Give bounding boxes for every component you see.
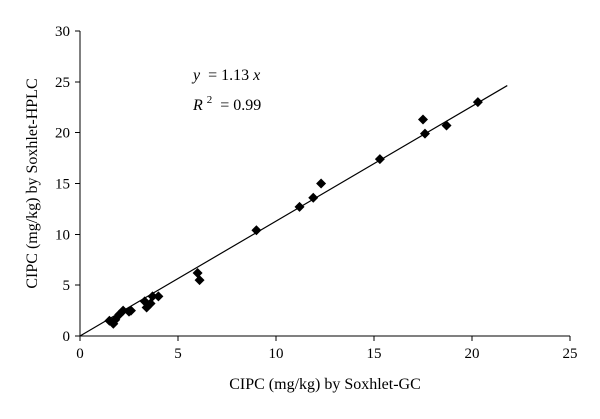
equation-rhs: = 1.13 <box>208 67 249 84</box>
data-point-11 <box>153 291 164 302</box>
r2-value: = 0.99 <box>220 97 261 114</box>
equation-lhs: y <box>191 67 201 84</box>
x-tick-label: 5 <box>174 346 182 362</box>
x-tick-label: 20 <box>465 346 480 362</box>
data-point-16 <box>308 192 319 203</box>
data-points <box>104 97 483 329</box>
data-point-22 <box>472 97 483 108</box>
data-point-21 <box>441 120 452 131</box>
y-tick-label: 30 <box>55 24 70 40</box>
y-tick-label: 15 <box>55 177 70 193</box>
data-point-12 <box>192 267 203 278</box>
data-point-19 <box>418 114 428 125</box>
data-point-6 <box>125 305 136 316</box>
data-point-15 <box>294 201 305 212</box>
ticks-layer: 0 5 10 15 20 25 0 5 10 15 20 25 30 <box>55 24 578 362</box>
y-axis-title: CIPC (mg/kg) by Soxhlet-HPLC <box>24 78 41 288</box>
data-point-14 <box>251 225 262 236</box>
x-tick-label: 0 <box>76 346 84 362</box>
data-point-10 <box>147 291 158 302</box>
x-tick-label: 25 <box>563 346 578 362</box>
r2-exponent: 2 <box>207 94 213 106</box>
y-tick-label: 10 <box>55 227 70 243</box>
x-axis-title: CIPC (mg/kg) by Soxhlet-GC <box>229 376 421 393</box>
y-tick-label: 20 <box>55 126 70 142</box>
regression-equation: y = 1.13 x <box>191 67 260 84</box>
y-tick-label: 25 <box>55 75 70 91</box>
r-squared: R 2 = 0.99 <box>192 90 261 114</box>
x-tick-label: 10 <box>269 346 284 362</box>
data-point-13 <box>194 275 205 286</box>
data-point-17 <box>316 178 327 189</box>
equation-var: x <box>252 67 260 84</box>
x-tick-label: 15 <box>367 346 382 362</box>
y-tick-label: 5 <box>63 278 71 294</box>
r2-symbol: R <box>192 97 203 114</box>
data-point-9 <box>145 298 156 309</box>
data-point-18 <box>374 154 385 165</box>
data-point-20 <box>419 128 430 139</box>
y-tick-label: 0 <box>63 329 71 345</box>
